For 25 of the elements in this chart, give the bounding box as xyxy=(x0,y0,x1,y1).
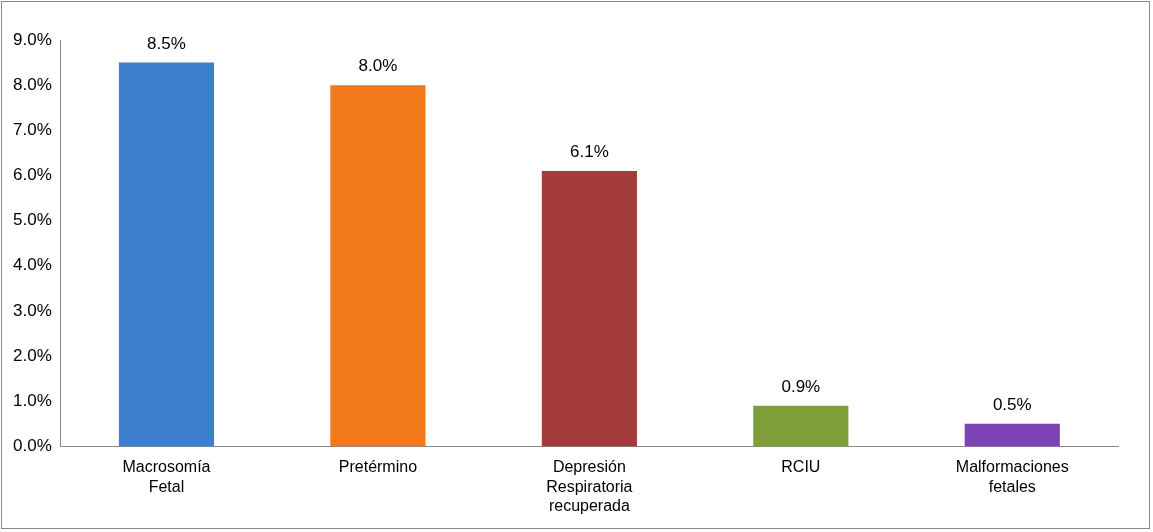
x-tick-label: RCIU xyxy=(781,458,821,476)
x-tick-label: Depresión Respiratoria recuperada xyxy=(546,458,633,514)
bar xyxy=(118,62,215,447)
y-tick-label: 0.0% xyxy=(13,436,52,456)
y-tick-label: 7.0% xyxy=(13,120,52,139)
data-label: 0.5% xyxy=(992,395,1032,415)
data-label: 0.9% xyxy=(781,376,821,396)
bar xyxy=(541,170,637,447)
bar xyxy=(964,423,1060,447)
x-tick-label: Macrosomía Fetal xyxy=(122,458,211,495)
y-tick-label: 4.0% xyxy=(13,255,52,275)
data-label: 8.0% xyxy=(358,56,398,76)
y-tick-label: 6.0% xyxy=(13,165,52,185)
y-tick-label: 9.0% xyxy=(13,29,52,49)
y-tick-label: 5.0% xyxy=(13,210,52,230)
bar xyxy=(753,405,849,447)
x-tick-label: Malformaciones fetales xyxy=(955,458,1069,495)
data-label: 8.5% xyxy=(147,33,186,53)
y-tick-label: 3.0% xyxy=(13,300,52,320)
y-tick-label: 8.0% xyxy=(13,74,52,94)
data-label: 6.1% xyxy=(570,142,609,162)
y-tick-label: 1.0% xyxy=(13,390,52,410)
bar xyxy=(330,85,426,447)
y-tick-label: 2.0% xyxy=(13,345,52,365)
x-tick-label: Pretérmino xyxy=(338,458,418,476)
